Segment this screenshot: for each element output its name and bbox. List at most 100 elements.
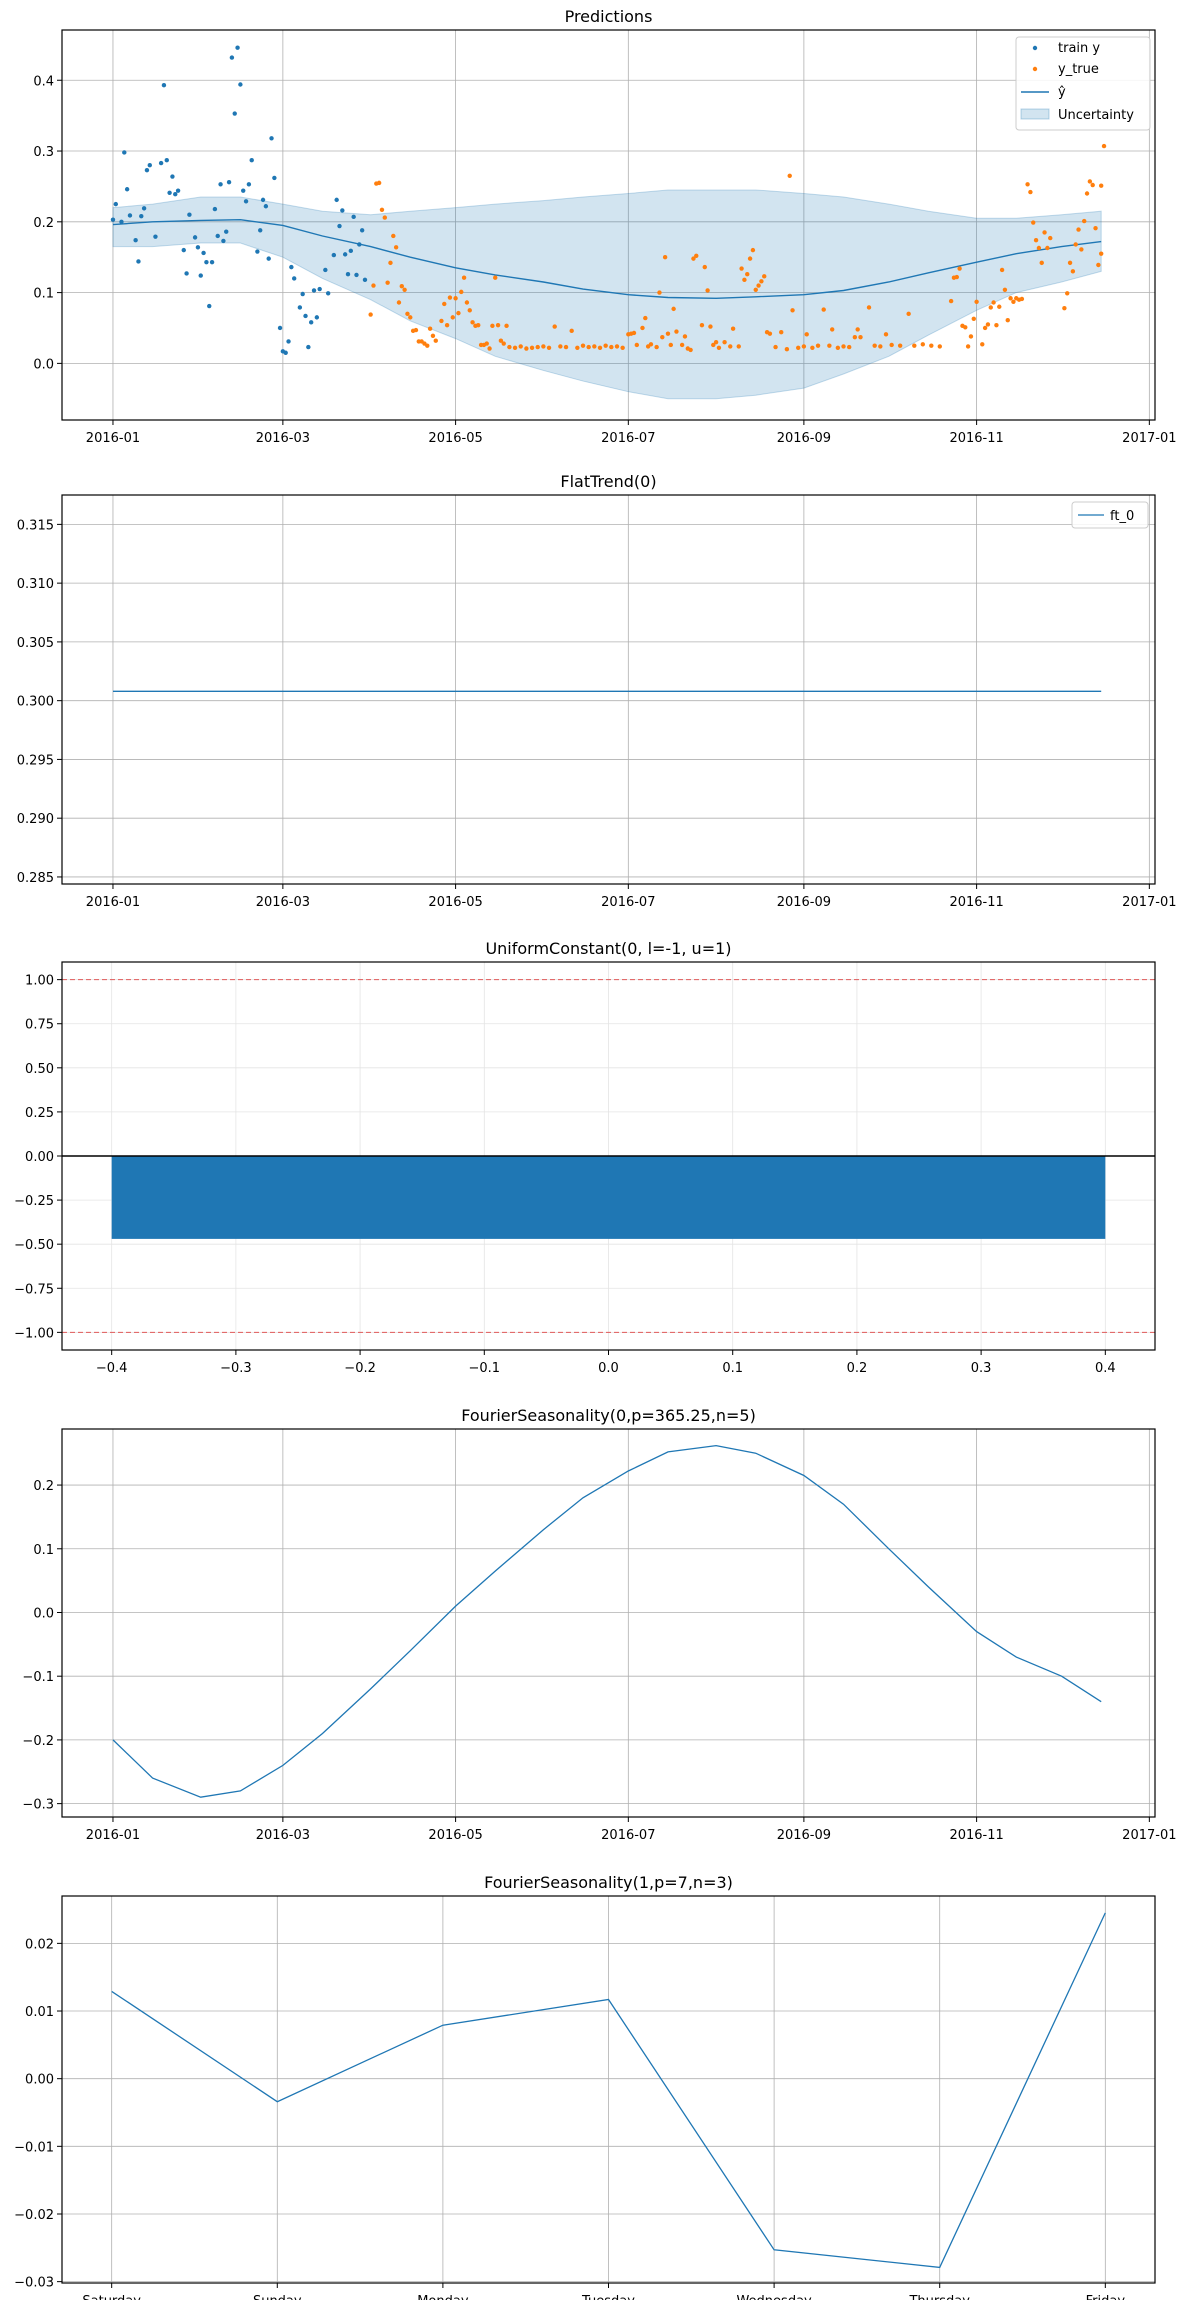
train-y-point bbox=[241, 188, 246, 193]
x-tick-label: 2016-01 bbox=[86, 895, 140, 910]
y-true-point bbox=[484, 341, 489, 346]
predictions-chart: Predictions 2016-01 2016-03 2016-05 2016-07 2… bbox=[33, 7, 1176, 446]
y-true-point bbox=[708, 324, 713, 329]
y-true-point bbox=[507, 344, 512, 350]
y-true-point bbox=[490, 323, 495, 329]
y-tick-label: 0.75 bbox=[25, 1018, 54, 1033]
y-true-point bbox=[569, 328, 574, 334]
train-y-point bbox=[127, 213, 133, 218]
train-y-point bbox=[243, 199, 249, 204]
x-tick-label: Tuesday bbox=[581, 2294, 635, 2300]
y-tick-label: 0.2 bbox=[33, 1479, 54, 1494]
y-tick-label: −0.1 bbox=[22, 1670, 54, 1685]
train-y-point bbox=[238, 82, 243, 87]
y-true-point bbox=[654, 344, 659, 350]
y-true-point bbox=[745, 271, 750, 277]
y-true-point bbox=[586, 344, 591, 350]
x-tick-label: −0.3 bbox=[220, 1361, 252, 1376]
legend-label: train y bbox=[1058, 41, 1100, 56]
y-true-point bbox=[846, 344, 852, 350]
y-true-point bbox=[1028, 189, 1033, 195]
train-y-point bbox=[286, 339, 291, 344]
y-true-point bbox=[929, 343, 934, 348]
axes-frame bbox=[61, 961, 1156, 1351]
x-tick-label: 2016-07 bbox=[601, 431, 655, 446]
y-true-point bbox=[968, 334, 974, 339]
y-true-point bbox=[974, 299, 979, 304]
x-tick-label: 2016-03 bbox=[256, 431, 310, 446]
train-y-point bbox=[269, 136, 274, 141]
train-y-point bbox=[170, 174, 175, 179]
y-true-point bbox=[804, 332, 809, 337]
train-y-point bbox=[229, 55, 235, 60]
y-true-point bbox=[662, 255, 668, 260]
y-true-point bbox=[396, 300, 402, 305]
y-true-point bbox=[790, 308, 795, 313]
train-y-point bbox=[110, 217, 116, 222]
y-true-point bbox=[1045, 245, 1050, 251]
train-y-point bbox=[345, 271, 351, 277]
y-true-point bbox=[852, 334, 858, 340]
legend-marker-uncertainty bbox=[1020, 108, 1050, 120]
train-y-point bbox=[325, 291, 331, 296]
x-tick-label: 2017-01 bbox=[1122, 895, 1176, 910]
train-y-point bbox=[289, 264, 294, 270]
y-true-point bbox=[1073, 242, 1078, 247]
train-y-point bbox=[124, 187, 130, 192]
y-true-point bbox=[988, 305, 993, 310]
y-true-point bbox=[546, 345, 552, 351]
y-true-point bbox=[597, 345, 603, 351]
x-tick-label: 2016-07 bbox=[601, 895, 655, 910]
y-true-point bbox=[679, 342, 685, 348]
train-y-point bbox=[215, 233, 220, 239]
y-true-point bbox=[399, 284, 404, 289]
y-true-point bbox=[937, 344, 942, 349]
y-true-point bbox=[742, 277, 747, 283]
y-true-point bbox=[759, 279, 764, 284]
y-true-point bbox=[1101, 143, 1107, 149]
fourier-weekly-chart: FourierSeasonality(1,p=7,n=3) Saturday Sun… bbox=[14, 1873, 1156, 2300]
y-true-point bbox=[580, 343, 586, 348]
y-true-point bbox=[575, 345, 580, 351]
y-true-point bbox=[529, 345, 535, 351]
y-true-point bbox=[999, 267, 1005, 273]
y-true-point bbox=[912, 343, 917, 348]
chart-title: UniformConstant(0, l=-1, u=1) bbox=[485, 939, 731, 958]
train-y-point bbox=[334, 197, 339, 203]
y-tick-label: 0.50 bbox=[25, 1062, 54, 1077]
y-tick-label: 0.25 bbox=[25, 1106, 54, 1121]
y-true-point bbox=[1093, 225, 1098, 231]
y-tick-label: 0.01 bbox=[25, 2005, 54, 2020]
y-true-point bbox=[379, 207, 385, 212]
y-true-point bbox=[872, 343, 877, 348]
x-tick-label: 2016-05 bbox=[428, 431, 482, 446]
train-y-point bbox=[255, 249, 260, 254]
y-true-point bbox=[957, 266, 962, 271]
y-true-point bbox=[1033, 238, 1039, 243]
train-y-point bbox=[175, 188, 181, 193]
y-true-point bbox=[450, 315, 455, 320]
train-y-point bbox=[119, 219, 124, 225]
legend-label: ft_0 bbox=[1110, 509, 1134, 524]
y-true-point bbox=[674, 329, 679, 334]
y-true-point bbox=[563, 344, 569, 350]
y-true-point bbox=[371, 283, 376, 288]
train-y-point bbox=[204, 259, 209, 265]
y-true-point bbox=[1070, 269, 1076, 274]
y-true-point bbox=[985, 322, 991, 327]
x-tick-label: 2016-03 bbox=[256, 1828, 310, 1843]
y-tick-label: 0.315 bbox=[17, 518, 54, 533]
train-y-point bbox=[314, 315, 320, 320]
y-true-point bbox=[730, 326, 736, 331]
y-true-point bbox=[433, 338, 438, 343]
y-true-point bbox=[1098, 183, 1104, 188]
legend: train y y_true ŷ Uncertainty bbox=[1015, 36, 1151, 131]
train-y-point bbox=[218, 182, 223, 187]
y-tick-label: 0.2 bbox=[33, 216, 54, 231]
y-tick-label: 0.285 bbox=[17, 871, 54, 886]
y-true-point bbox=[385, 280, 390, 285]
y-tick-label: −0.02 bbox=[14, 2208, 54, 2223]
y-true-point bbox=[1036, 245, 1042, 251]
x-tick-label: Friday bbox=[1086, 2294, 1126, 2300]
axes-frame bbox=[61, 494, 1156, 885]
